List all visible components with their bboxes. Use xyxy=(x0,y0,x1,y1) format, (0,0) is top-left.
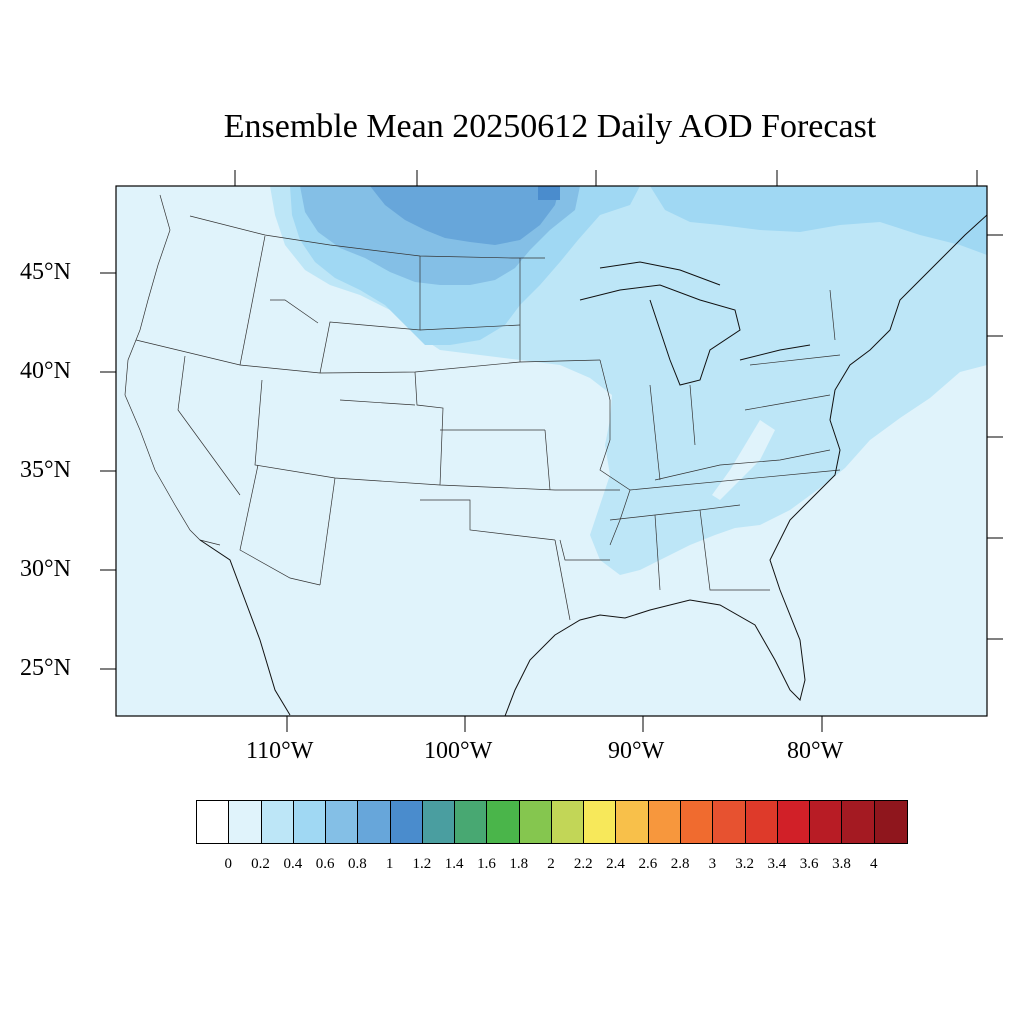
lon-label-110w: 110°W xyxy=(246,738,314,764)
colorbar-tick-label: 1 xyxy=(385,856,394,872)
state-boundaries xyxy=(124,194,841,621)
aod-field xyxy=(116,186,987,716)
colorbar-tick-label: 2.6 xyxy=(638,856,658,872)
map-frame xyxy=(100,170,1003,732)
colorbar-swatch xyxy=(810,801,843,843)
lat-label-35: 35°N xyxy=(20,457,71,483)
colorbar-tick-label: 1.2 xyxy=(412,856,432,872)
colorbar xyxy=(196,800,908,844)
colorbar-swatch xyxy=(519,801,552,843)
lat-label-40: 40°N xyxy=(20,358,71,384)
colorbar-tick-label: 3.8 xyxy=(832,856,851,872)
lat-label-30: 30°N xyxy=(20,556,71,582)
colorbar-swatch xyxy=(358,801,391,843)
colorbar-tick-label: 1.8 xyxy=(509,856,529,872)
colorbar-tick-label: 0.4 xyxy=(283,856,303,872)
colorbar-swatch xyxy=(842,801,875,843)
colorbar-tick-label: 3 xyxy=(708,856,717,872)
colorbar-swatch xyxy=(326,801,359,843)
colorbar-tick-label: 0.6 xyxy=(315,856,335,872)
colorbar-swatch xyxy=(745,801,778,843)
colorbar-swatch xyxy=(390,801,423,843)
map-title: Ensemble Mean 20250612 Daily AOD Forecas… xyxy=(223,108,877,145)
colorbar-tick-label: 2 xyxy=(547,856,555,872)
colorbar-tick-label: 0.2 xyxy=(251,856,270,872)
colorbar-swatch xyxy=(680,801,714,843)
colorbar-swatch xyxy=(648,801,681,843)
lon-label-80w: 80°W xyxy=(787,738,844,764)
coastlines xyxy=(199,214,987,716)
colorbar-tick-label: 3.2 xyxy=(735,856,754,872)
colorbar-swatch xyxy=(487,801,520,843)
aod-contour-darkest xyxy=(370,186,560,245)
colorbar-swatch xyxy=(713,801,746,843)
colorbar-swatch xyxy=(293,801,327,843)
colorbar-swatch xyxy=(197,801,230,843)
colorbar-tick-label: 1.6 xyxy=(477,856,496,872)
colorbar-swatch xyxy=(777,801,811,843)
colorbar-swatch xyxy=(874,801,907,843)
colorbar-tick-label: 2.8 xyxy=(670,856,690,872)
colorbar-swatch xyxy=(229,801,262,843)
colorbar-tick-label: 0 xyxy=(224,856,233,872)
colorbar-swatch xyxy=(584,801,617,843)
colorbar-tick-label: 3.4 xyxy=(767,856,787,872)
colorbar-tick-label: 2.4 xyxy=(606,856,625,872)
colorbar-swatch xyxy=(261,801,294,843)
colorbar-swatch xyxy=(455,801,488,843)
colorbar-tick-label: 2.2 xyxy=(573,856,593,872)
colorbar-swatch xyxy=(616,801,649,843)
lon-label-90w: 90°W xyxy=(608,738,665,764)
colorbar-swatch xyxy=(551,801,585,843)
colorbar-tick-label: 0.8 xyxy=(347,856,367,872)
colorbar-tick-label: 4 xyxy=(869,856,878,872)
lat-label-45: 45°N xyxy=(20,259,71,285)
colorbar-tick-label: 3.6 xyxy=(799,856,819,872)
colorbar-swatch xyxy=(422,801,456,843)
lat-label-25: 25°N xyxy=(20,655,71,681)
lon-label-100w: 100°W xyxy=(424,738,493,764)
colorbar-tick-label: 1.4 xyxy=(444,856,464,872)
